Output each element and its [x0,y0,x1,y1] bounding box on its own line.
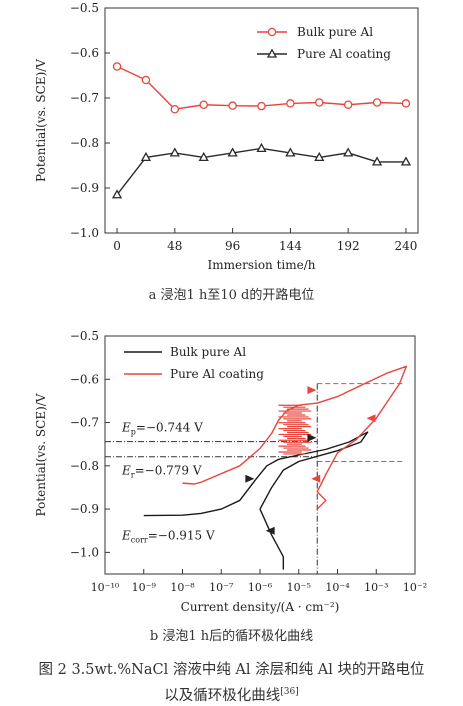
panel-a-caption: a 浸泡1 h至10 d的开路电位 [148,288,315,303]
er-annotation-subscript: r [131,471,135,480]
direction-arrow [307,386,317,395]
er-annotation-value: =−0.779 V [135,464,202,478]
x-tick-label: 96 [225,239,240,253]
direction-arrow [366,414,376,423]
y-axis-label: Potential(vs. SCE)/V [34,59,48,182]
data-point [111,189,123,199]
series-line [116,147,406,196]
x-tick-label: 10⁻⁴ [325,581,350,594]
data-point [400,156,412,166]
x-tick-label: 192 [337,239,360,253]
ep-annotation-symbol: E [121,421,131,435]
data-point [286,99,295,108]
er-annotation-symbol: E [121,464,131,478]
x-axis-label: Immersion time/h [207,258,315,272]
legend-label: Bulk pure Al [170,345,246,359]
x-tick-label: 48 [167,239,182,253]
legend-label: Pure Al coating [297,47,391,61]
data-point [314,151,325,162]
x-tick-label: 10⁻⁷ [209,581,234,594]
figure-caption-line1: 图 2 3.5wt.%NaCl 溶液中纯 Al 涂层和纯 Al 块的开路电位 [38,662,425,678]
y-tick-label: −0.6 [70,46,99,60]
data-point [372,98,382,107]
y-axis-label: Potential(vs. SCE)/V [34,393,48,516]
ep-annotation-value: =−0.744 V [136,421,203,435]
y-tick-label: −0.9 [70,502,99,516]
y-tick-label: −0.5 [70,1,99,15]
data-point [199,100,208,110]
data-point [343,147,354,157]
x-tick-label: 144 [279,239,302,253]
data-point [141,75,151,85]
figure-caption-ref: [36] [280,687,299,697]
direction-arrow [265,526,275,535]
data-point [401,99,411,108]
data-point [198,151,209,162]
ecorr-annotation-symbol: E [121,529,131,543]
x-tick-label: 240 [395,239,418,253]
x-tick-label: 10⁻³ [364,581,388,594]
y-tick-label: −0.6 [70,372,99,386]
legend-label: Bulk pure Al [297,25,373,39]
x-tick-label: 10⁻¹⁰ [91,581,120,594]
figure-caption-line2-text: 以及循环极化曲线 [164,687,281,704]
ecorr-annotation-subscript: corr [131,536,148,545]
y-tick-label: −1.0 [70,226,99,240]
x-tick-label: 10⁻⁵ [287,581,311,594]
direction-arrow [311,474,321,483]
direction-arrow [307,433,317,442]
x-tick-label: 10⁻⁸ [170,581,195,594]
y-tick-label: −0.8 [70,459,99,473]
data-point [169,147,180,157]
x-axis-label: Current density/(A · cm⁻²) [181,600,340,614]
data-point [256,142,267,153]
data-point [140,151,152,162]
data-point [371,156,383,166]
ecorr-annotation-value: =−0.915 V [148,529,215,543]
y-tick-label: −0.5 [70,329,99,343]
ep-annotation: Ep=−0.744 V [121,421,203,437]
y-tick-label: −0.7 [70,91,99,105]
er-annotation: Er=−0.779 V [121,464,202,480]
data-point [227,147,238,157]
legend-marker [266,48,278,58]
polarization-chart: −0.5 −0.6 −0.7 −0.8 −0.9 −1.0 10⁻¹⁰ 10⁻⁹ 10⁻⁸ 10⁻… [34,329,427,614]
plot-frame [104,7,419,234]
series-line [182,365,408,510]
panel-b-caption: b 浸泡1 h后的循环极化曲线 [149,629,314,644]
x-tick-label: 10⁻⁶ [248,581,273,594]
data-point [257,101,266,111]
x-tick-label: 10⁻⁹ [132,581,157,594]
x-tick-label: 10⁻² [403,581,427,594]
y-tick-label: −0.8 [70,136,99,150]
direction-arrow [245,474,255,483]
data-point [315,98,324,107]
data-point [228,101,237,110]
legend-label: Pure Al coating [170,367,264,381]
data-point [170,105,180,114]
y-tick-label: −0.9 [70,181,99,195]
y-tick-label: −1.0 [70,545,99,559]
data-point [343,100,353,110]
figure-caption-line2: 以及循环极化曲线[36] [0,682,463,706]
legend-marker [267,27,277,37]
ocp-chart: −0.5 −0.6 −0.7 −0.8 −0.9 −1.0 0 48 96 144 192 240 Im… [34,1,419,272]
x-tick-label: 0 [113,239,121,253]
ecorr-annotation: Ecorr=−0.915 V [121,529,215,545]
data-point [112,62,122,71]
y-tick-label: −0.7 [70,416,99,430]
data-point [285,147,296,157]
ep-annotation-subscript: p [131,428,136,437]
